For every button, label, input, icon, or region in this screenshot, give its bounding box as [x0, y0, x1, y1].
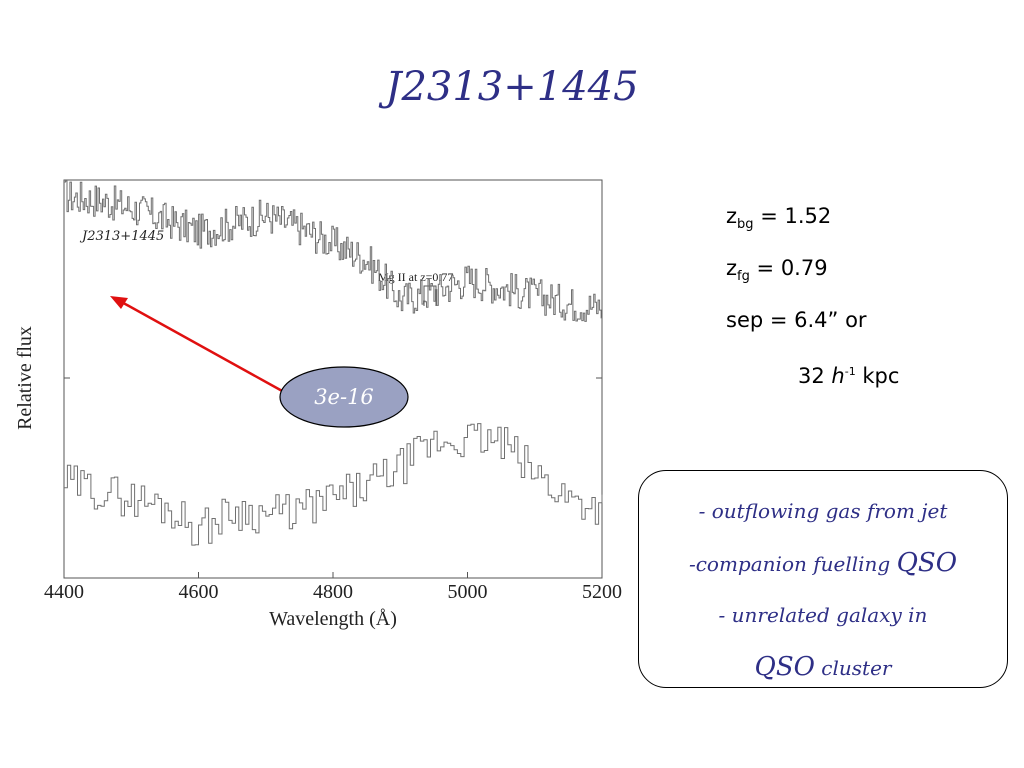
callout-arrow [117, 298, 285, 394]
option-companion-qso: QSO [896, 548, 958, 578]
x-axis-label: Wavelength (Å) [269, 608, 397, 630]
z-fg-subscript: fg [737, 269, 750, 285]
x-tick-label-5000: 5000 [448, 581, 488, 603]
interpretation-box: - outflowing gas from jet -companion fue… [638, 470, 1008, 688]
kpc-number: 32 [798, 364, 832, 388]
z-fg-symbol: z [726, 256, 738, 280]
separation-row: sep = 6.4” or [726, 308, 867, 332]
callout-arrowhead [110, 296, 128, 309]
physical-separation-row: 32 h-1 kpc [726, 352, 1006, 404]
z-fg-row: zfg = 0.79 [726, 248, 1006, 300]
z-bg-value: = 1.52 [753, 204, 832, 228]
spectrum-chart: J2313+1445 Relative flux Wavelength (Å) … [14, 179, 622, 630]
spectrum-figure: J2313+1445 Relative flux Wavelength (Å) … [0, 160, 640, 640]
x-tick-label-4400: 4400 [44, 581, 84, 603]
option-unrelated-galaxy: - unrelated galaxy in [718, 603, 928, 627]
x-tick-label-4600: 4600 [179, 581, 219, 603]
mg-ii-annotation: Mg II at z=0.77 [378, 270, 453, 284]
spectrum-lower [64, 423, 603, 546]
kpc-unit: kpc [855, 364, 900, 388]
option-outflowing-gas: - outflowing gas from jet [698, 499, 948, 523]
spectrum-upper [64, 180, 602, 322]
x-tick-label-4800: 4800 [313, 581, 353, 603]
slide-title: J2313+1445 [385, 64, 639, 110]
z-bg-subscript: bg [737, 217, 754, 233]
callout-label: 3e-16 [314, 385, 374, 409]
callout-ellipse [279, 366, 409, 428]
x-tick-label-5200: 5200 [582, 581, 622, 603]
option-cluster-text: cluster [814, 656, 892, 680]
y-axis-label: Relative flux [14, 326, 36, 430]
redshift-parameters: zbg = 1.52 zfg = 0.79 sep = 6.4” or 32 h… [726, 196, 1006, 404]
option-companion: -companion fuelling QSO [639, 537, 1007, 589]
option-companion-text: -companion fuelling [688, 552, 897, 576]
option-cluster-qso: QSO [754, 652, 815, 682]
h-symbol: h [831, 364, 845, 388]
z-bg-symbol: z [726, 204, 738, 228]
option-qso-cluster: QSO cluster [639, 641, 1007, 693]
z-bg-row: zbg = 1.52 [726, 196, 1006, 248]
z-fg-value: = 0.79 [749, 256, 828, 280]
h-exponent: -1 [844, 365, 856, 378]
mg-ii-marker [423, 285, 437, 306]
object-label: J2313+1445 [79, 229, 164, 244]
